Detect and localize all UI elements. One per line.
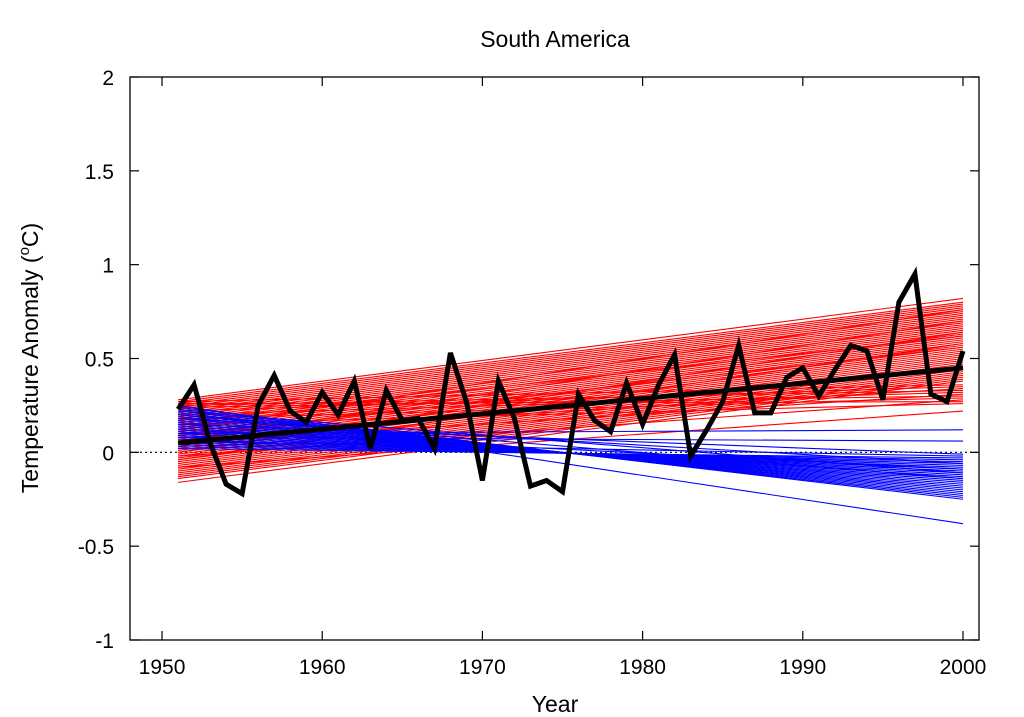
warming-trend-line — [177, 305, 964, 406]
warming-trend-line — [178, 386, 963, 412]
y-tick-label: -0.5 — [78, 536, 114, 559]
x-tick-label: 2000 — [940, 656, 987, 679]
warming-trend-line — [177, 297, 964, 401]
warming-trend-line — [177, 309, 964, 431]
warming-trend-line — [177, 307, 964, 408]
y-tick-label: 0 — [102, 442, 114, 465]
warming-trend-line — [178, 384, 963, 403]
x-tick-label: 1960 — [299, 656, 346, 679]
warming-trend-line — [177, 316, 964, 418]
chart-title: South America — [480, 26, 630, 52]
warming-trend-line — [177, 335, 964, 423]
y-tick-label: -1 — [95, 630, 114, 653]
observed-trend-line — [177, 365, 964, 446]
y-tick-label: 1 — [102, 255, 114, 278]
observed-series — [176, 266, 966, 498]
warming-trend-line — [177, 301, 964, 403]
y-tick-label: 0.5 — [85, 349, 114, 372]
y-axis-label-main: Temperature Anomaly ( — [17, 255, 43, 493]
warming-trend-line — [177, 369, 964, 470]
warming-trend-line — [177, 376, 964, 478]
warming-trend-line — [177, 311, 964, 412]
warming-trend-line — [177, 318, 964, 420]
warming-trend-line — [177, 320, 964, 421]
observed-trend — [177, 365, 964, 446]
observed-line — [176, 266, 966, 498]
y-axis-label: Temperature Anomaly (oC) — [16, 223, 43, 493]
y-tick-label: 2 — [102, 67, 114, 90]
x-axis-label: Year — [532, 691, 579, 717]
x-tick-label: 1990 — [779, 656, 826, 679]
x-tick-label: 1970 — [459, 656, 506, 679]
warming-trend-line — [177, 303, 964, 405]
warming-trend-line — [177, 372, 964, 474]
x-tick-label: 1980 — [619, 656, 666, 679]
warming-trend-line — [177, 314, 964, 416]
warming-trend-line — [177, 371, 964, 472]
y-tick-label: 1.5 — [85, 161, 114, 184]
y-axis-label-superscript: o — [16, 247, 33, 255]
warming-trend-line — [177, 367, 964, 468]
plot-frame — [129, 76, 980, 641]
warming-trend-line — [177, 309, 964, 410]
y-axis-label-unit: C) — [17, 223, 43, 247]
x-tick-label: 1950 — [139, 656, 186, 679]
